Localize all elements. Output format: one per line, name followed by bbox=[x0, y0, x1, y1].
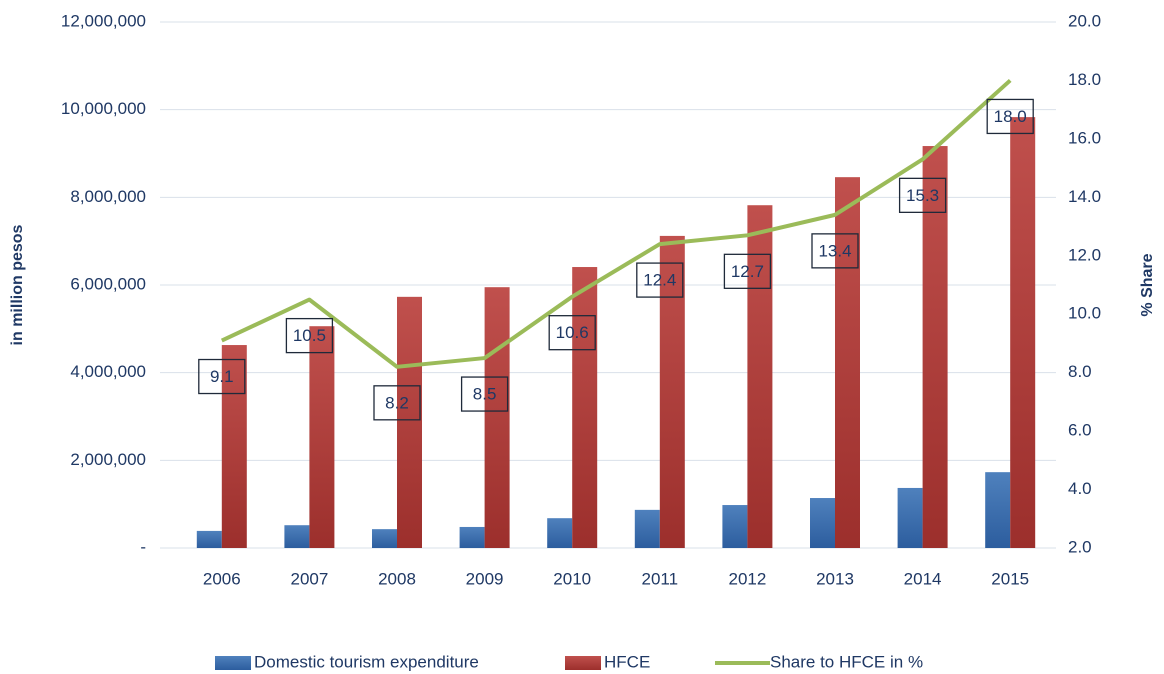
bar bbox=[397, 296, 422, 548]
bar bbox=[284, 525, 310, 548]
x-tick-label: 2008 bbox=[378, 569, 416, 588]
x-tick-label: 2010 bbox=[553, 569, 591, 588]
x-tick-label: 2007 bbox=[290, 569, 328, 588]
bar bbox=[459, 526, 485, 548]
y2-tick-label: 18.0 bbox=[1068, 70, 1101, 89]
line bbox=[220, 78, 1012, 369]
y-tick-label: - bbox=[140, 537, 146, 556]
legend-label: HFCE bbox=[604, 652, 650, 671]
x-tick-label: 2014 bbox=[904, 569, 942, 588]
legend-swatch bbox=[565, 656, 601, 670]
bar bbox=[572, 267, 598, 548]
bar bbox=[634, 509, 660, 548]
data-label-box bbox=[811, 233, 859, 269]
data-label: 8.2 bbox=[385, 393, 409, 412]
bar bbox=[810, 498, 835, 548]
bar bbox=[985, 472, 1011, 548]
legend-label: Domestic tourism expenditure bbox=[254, 652, 479, 671]
bar bbox=[659, 235, 685, 548]
bar bbox=[897, 487, 923, 548]
y-tick-label: 2,000,000 bbox=[70, 450, 146, 469]
bar bbox=[196, 530, 222, 548]
y-tick-label: 4,000,000 bbox=[70, 362, 146, 381]
x-tick-label: 2013 bbox=[816, 569, 854, 588]
data-label: 12.7 bbox=[731, 262, 764, 281]
bar bbox=[747, 205, 773, 548]
bar bbox=[1010, 117, 1036, 548]
y2-tick-label: 6.0 bbox=[1068, 421, 1092, 440]
bar bbox=[309, 326, 335, 548]
x-tick-label: 2015 bbox=[991, 569, 1029, 588]
data-label: 8.5 bbox=[473, 385, 497, 404]
data-label: 13.4 bbox=[818, 241, 851, 260]
bar bbox=[922, 146, 948, 548]
data-label: 18.0 bbox=[994, 107, 1027, 126]
bar bbox=[221, 345, 247, 548]
y2-tick-label: 14.0 bbox=[1068, 187, 1101, 206]
data-label-box bbox=[373, 385, 421, 421]
x-tick-label: 2009 bbox=[466, 569, 504, 588]
data-label-box bbox=[723, 253, 772, 289]
y-tick-label: 10,000,000 bbox=[61, 99, 146, 118]
data-label: 9.1 bbox=[210, 367, 234, 386]
bar bbox=[835, 177, 860, 549]
data-label: 10.5 bbox=[293, 326, 326, 345]
y-tick-label: 8,000,000 bbox=[70, 187, 146, 206]
bar bbox=[484, 287, 510, 548]
bar bbox=[372, 529, 397, 548]
bar bbox=[547, 518, 573, 548]
y2-tick-label: 16.0 bbox=[1068, 128, 1101, 147]
y2-tick-label: 2.0 bbox=[1068, 537, 1092, 556]
y-axis-title: in million pesos bbox=[9, 224, 26, 345]
data-label: 12.4 bbox=[643, 271, 676, 290]
data-label-box bbox=[285, 317, 334, 354]
data-label: 15.3 bbox=[906, 186, 939, 205]
data-label: 10.6 bbox=[556, 323, 589, 342]
data-label-box bbox=[548, 315, 596, 351]
data-label-box bbox=[198, 358, 246, 395]
legend-label: Share to HFCE in % bbox=[770, 652, 923, 671]
x-tick-label: 2006 bbox=[203, 569, 241, 588]
y2-tick-label: 20.0 bbox=[1068, 11, 1101, 30]
y2-tick-label: 4.0 bbox=[1068, 479, 1092, 498]
data-label-box bbox=[986, 98, 1034, 135]
y-tick-label: 6,000,000 bbox=[70, 274, 146, 293]
data-label-box bbox=[460, 376, 509, 412]
bar bbox=[722, 505, 748, 548]
legend-swatch bbox=[215, 656, 251, 670]
y2-tick-label: 12.0 bbox=[1068, 245, 1101, 264]
y2-axis-title: % Share bbox=[1139, 253, 1156, 316]
data-label-box bbox=[636, 262, 684, 298]
data-label-box bbox=[898, 177, 947, 213]
x-tick-label: 2011 bbox=[642, 569, 679, 588]
x-tick-label: 2012 bbox=[728, 569, 766, 588]
y2-tick-label: 8.0 bbox=[1068, 362, 1092, 381]
y2-tick-label: 10.0 bbox=[1068, 304, 1101, 323]
y-tick-label: 12,000,000 bbox=[61, 11, 146, 30]
